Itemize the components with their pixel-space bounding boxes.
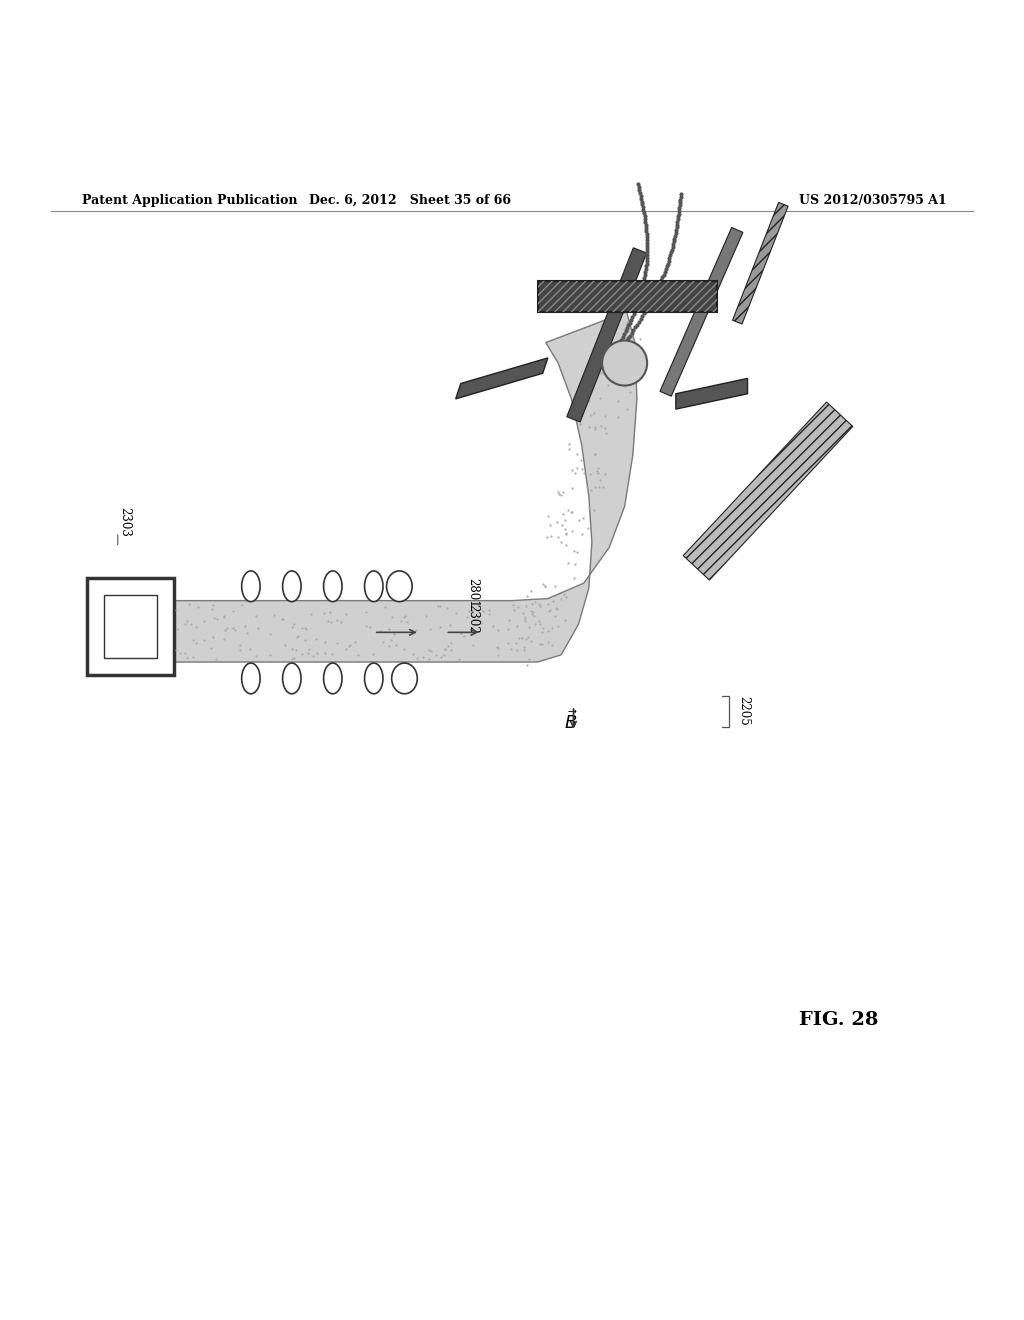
Circle shape bbox=[602, 341, 647, 385]
Ellipse shape bbox=[387, 572, 413, 602]
Polygon shape bbox=[566, 248, 647, 422]
Ellipse shape bbox=[283, 572, 301, 602]
Text: Dec. 6, 2012   Sheet 35 of 66: Dec. 6, 2012 Sheet 35 of 66 bbox=[308, 194, 511, 207]
Text: FIG. 28: FIG. 28 bbox=[799, 1011, 879, 1028]
Ellipse shape bbox=[324, 572, 342, 602]
Bar bbox=[538, 281, 717, 312]
Ellipse shape bbox=[283, 663, 301, 694]
Bar bbox=[104, 595, 157, 657]
Text: Patent Application Publication: Patent Application Publication bbox=[82, 194, 297, 207]
Text: $\vec{B}$: $\vec{B}$ bbox=[564, 710, 579, 733]
Polygon shape bbox=[169, 312, 637, 663]
Ellipse shape bbox=[391, 663, 418, 694]
Polygon shape bbox=[660, 227, 742, 396]
Bar bbox=[538, 281, 717, 312]
Ellipse shape bbox=[365, 663, 383, 694]
Text: 2205: 2205 bbox=[737, 697, 751, 726]
Polygon shape bbox=[732, 202, 788, 323]
Ellipse shape bbox=[242, 663, 260, 694]
Polygon shape bbox=[456, 358, 548, 399]
Polygon shape bbox=[683, 403, 853, 579]
Text: US 2012/0305795 A1: US 2012/0305795 A1 bbox=[799, 194, 946, 207]
Polygon shape bbox=[676, 379, 748, 409]
Text: 2801: 2801 bbox=[466, 578, 479, 607]
Text: 2303: 2303 bbox=[118, 507, 131, 537]
Ellipse shape bbox=[324, 663, 342, 694]
Bar bbox=[87, 578, 174, 676]
Text: 2302: 2302 bbox=[466, 603, 479, 634]
Ellipse shape bbox=[365, 572, 383, 602]
Ellipse shape bbox=[242, 572, 260, 602]
